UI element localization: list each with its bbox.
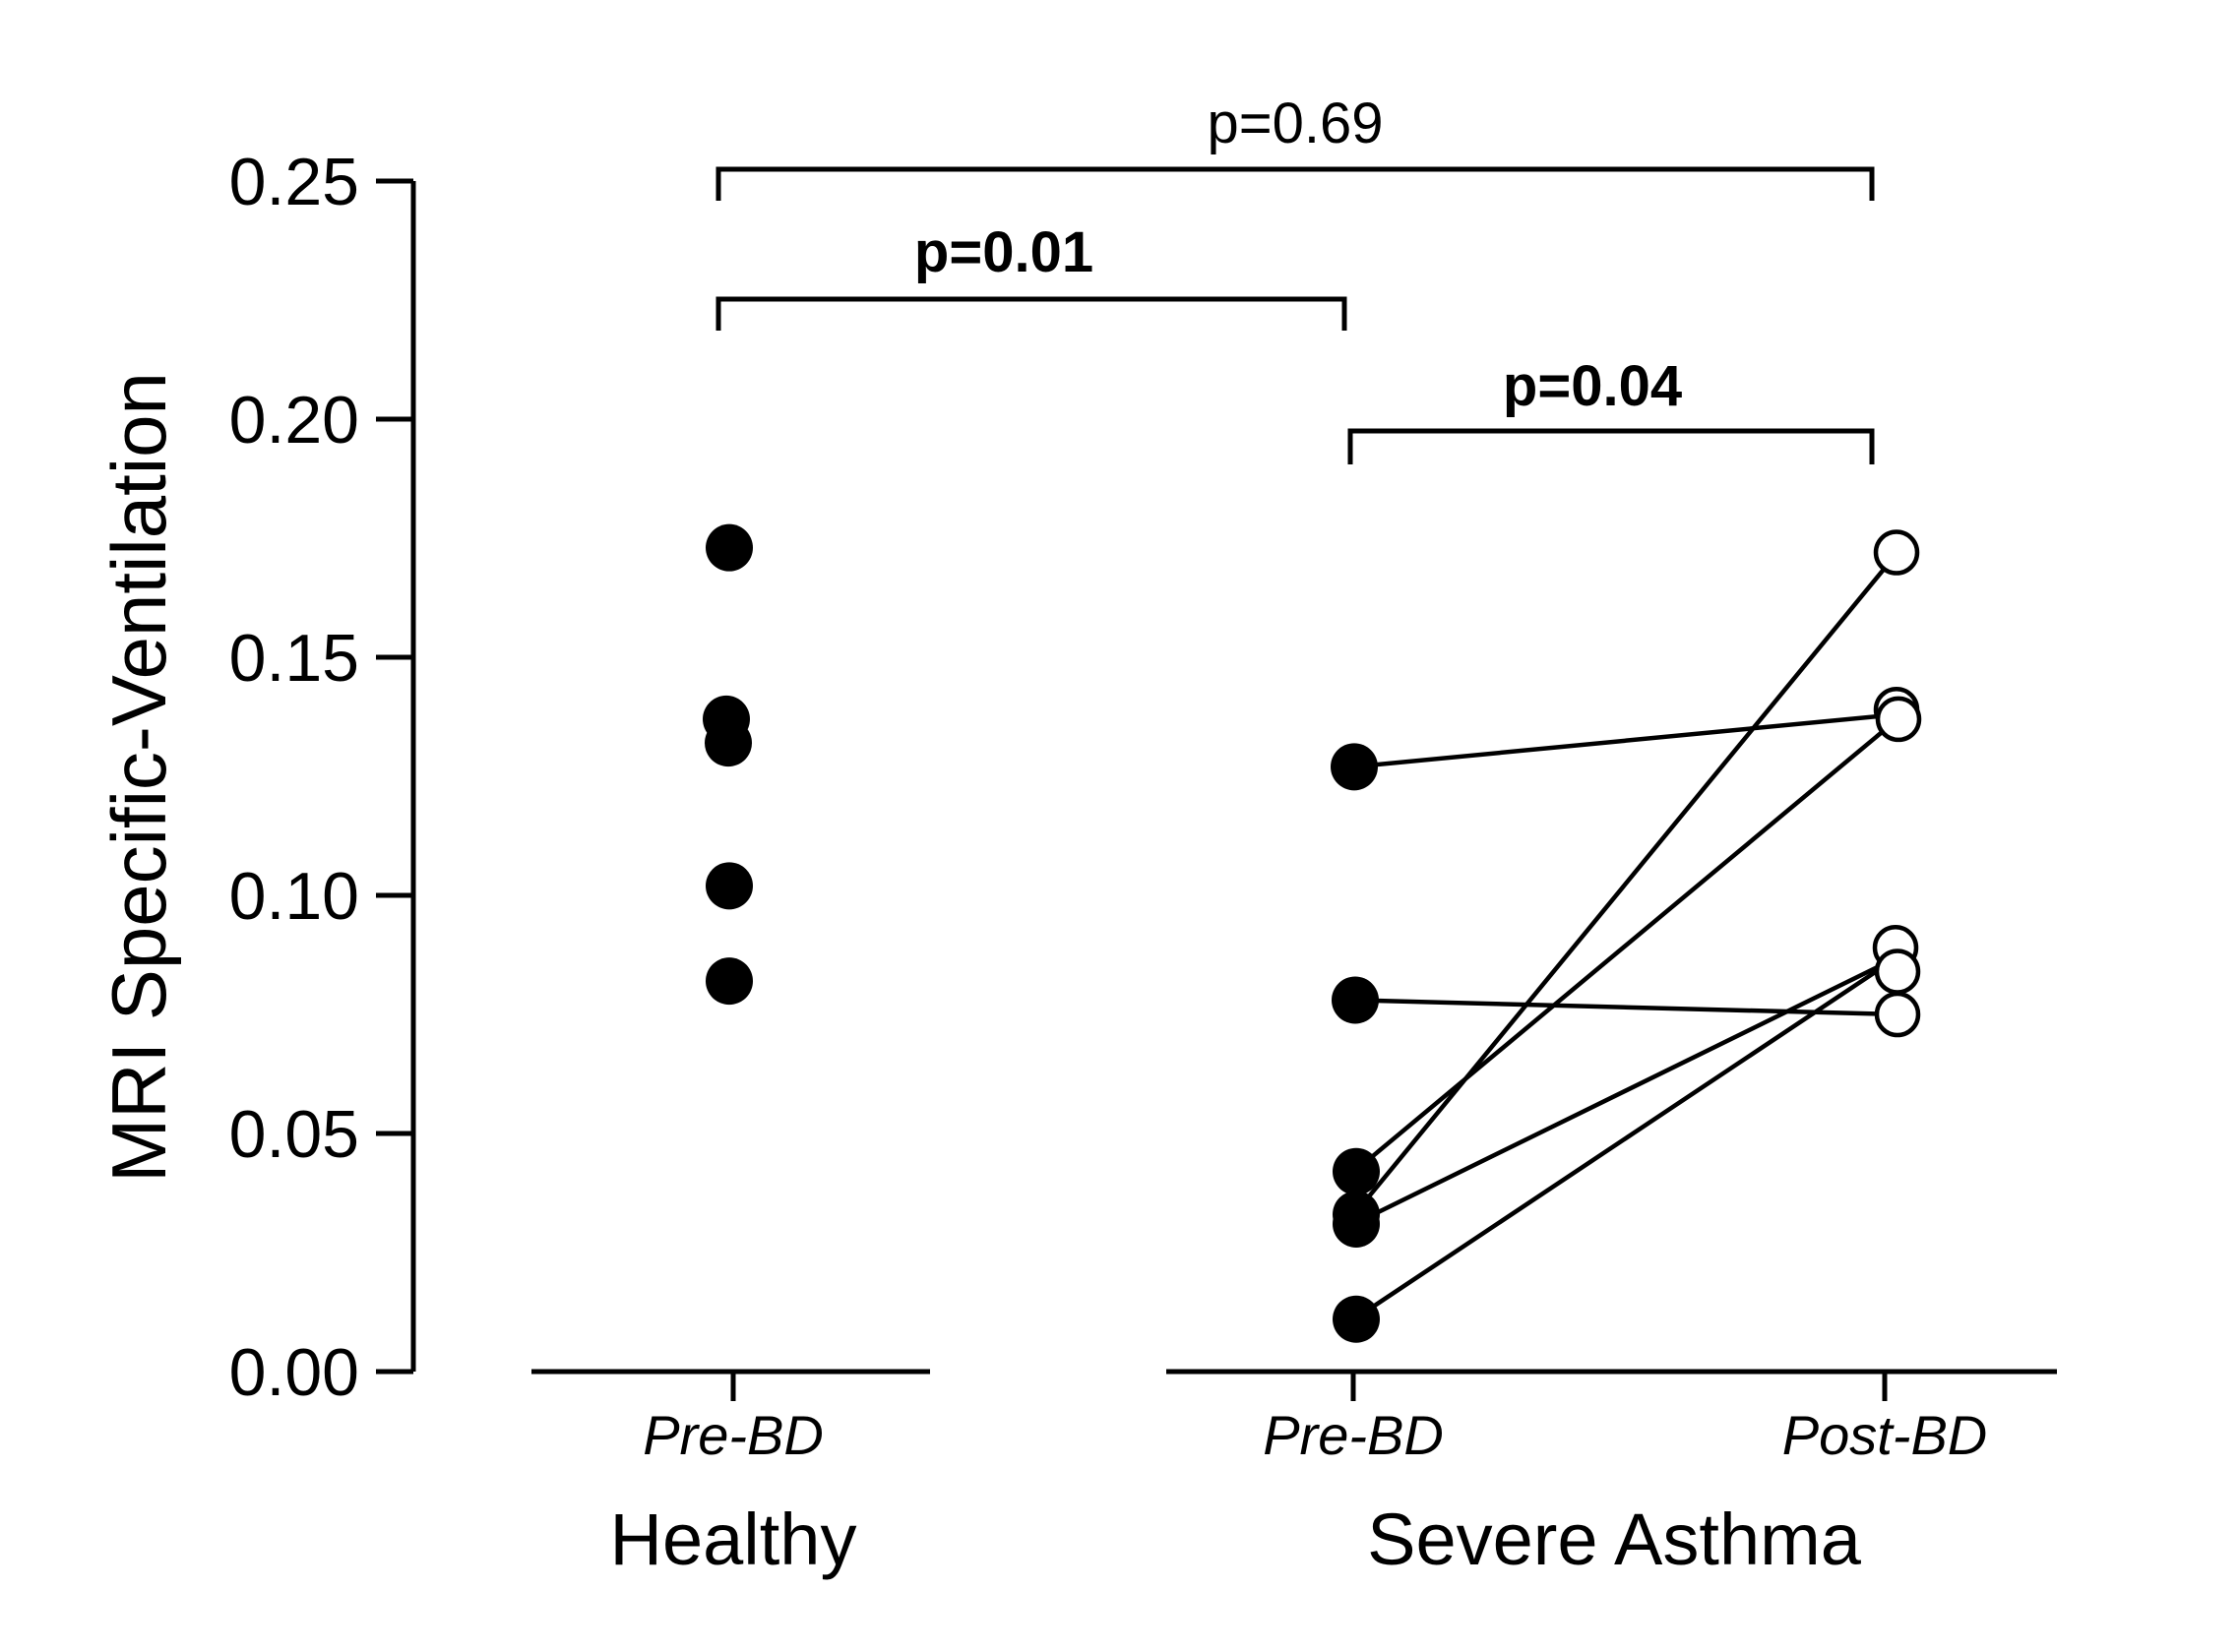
open-point: [1873, 529, 1920, 576]
x-label-asthma-post: Post-BD: [1782, 1404, 1988, 1466]
filled-point: [1333, 1199, 1380, 1248]
y-ticks: 0.00 0.05 0.10 0.15 0.20 0.25: [229, 145, 413, 1410]
paired-line: [1353, 954, 1898, 1226]
filled-point: [705, 719, 752, 767]
y-tick-label: 0.10: [229, 859, 359, 934]
data-points: [703, 523, 1922, 1343]
y-axis-title: MRI Specific-Ventilation: [95, 372, 182, 1183]
p-value-004: p=0.04: [1503, 354, 1682, 418]
significance-brackets: p=0.69 p=0.01 p=0.04: [715, 92, 1875, 464]
y-tick-label: 0.00: [229, 1335, 359, 1410]
y-tick-label: 0.05: [229, 1097, 359, 1172]
filled-point: [1333, 1147, 1380, 1195]
y-tick-label: 0.15: [229, 621, 359, 696]
paired-line: [1352, 717, 1899, 1174]
open-point: [1874, 948, 1921, 995]
paired-line: [1353, 998, 1898, 1017]
p-value-069: p=0.69: [1207, 92, 1383, 155]
bracket-p004: [1347, 428, 1875, 464]
paired-line: [1352, 551, 1899, 1216]
group-label-healthy: Healthy: [610, 1499, 857, 1580]
open-point: [1874, 991, 1921, 1038]
bracket-p069: [715, 166, 1875, 201]
paired-line: [1352, 955, 1899, 1321]
filled-point: [1333, 1295, 1380, 1343]
group-label-severe-asthma: Severe Asthma: [1367, 1499, 1862, 1580]
filled-point: [706, 862, 753, 910]
filled-point: [706, 957, 753, 1006]
bracket-p001: [715, 296, 1347, 331]
x-label-asthma-pre: Pre-BD: [1263, 1404, 1444, 1466]
p-value-001: p=0.01: [914, 220, 1093, 284]
y-tick-label: 0.25: [229, 145, 359, 219]
paired-lines: [1352, 551, 1899, 1321]
open-point: [1875, 696, 1922, 743]
filled-point: [1332, 976, 1379, 1024]
y-tick-label: 0.20: [229, 383, 359, 458]
paired-line: [1353, 711, 1898, 769]
filled-point: [706, 523, 753, 572]
axes: [410, 181, 2057, 1401]
filled-point: [1331, 743, 1378, 791]
x-label-healthy-pre: Pre-BD: [643, 1404, 824, 1466]
